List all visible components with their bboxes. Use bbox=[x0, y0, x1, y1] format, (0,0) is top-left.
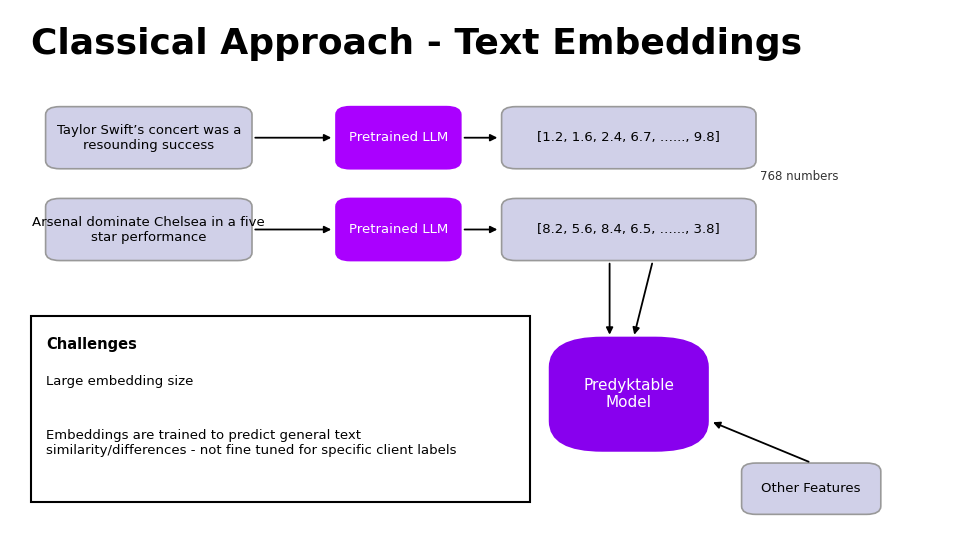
FancyBboxPatch shape bbox=[46, 199, 252, 261]
FancyBboxPatch shape bbox=[46, 106, 252, 168]
Text: Classical Approach - Text Embeddings: Classical Approach - Text Embeddings bbox=[31, 27, 802, 61]
Text: Pretrained LLM: Pretrained LLM bbox=[348, 223, 448, 236]
Text: [8.2, 5.6, 8.4, 6.5, …..., 3.8]: [8.2, 5.6, 8.4, 6.5, …..., 3.8] bbox=[538, 223, 720, 236]
Text: Taylor Swift’s concert was a
resounding success: Taylor Swift’s concert was a resounding … bbox=[57, 124, 241, 152]
FancyBboxPatch shape bbox=[336, 199, 461, 261]
Text: Pretrained LLM: Pretrained LLM bbox=[348, 131, 448, 144]
Text: 768 numbers: 768 numbers bbox=[760, 170, 839, 183]
FancyBboxPatch shape bbox=[501, 106, 756, 168]
FancyBboxPatch shape bbox=[741, 463, 881, 514]
Text: Arsenal dominate Chelsea in a five
star performance: Arsenal dominate Chelsea in a five star … bbox=[33, 215, 265, 244]
Text: Large embedding size: Large embedding size bbox=[46, 375, 194, 388]
Text: Predyktable
Model: Predyktable Model bbox=[584, 378, 674, 410]
Text: Embeddings are trained to predict general text
similarity/differences - not fine: Embeddings are trained to predict genera… bbox=[46, 429, 457, 457]
FancyBboxPatch shape bbox=[549, 338, 708, 451]
FancyBboxPatch shape bbox=[501, 199, 756, 261]
Text: [1.2, 1.6, 2.4, 6.7, …..., 9.8]: [1.2, 1.6, 2.4, 6.7, …..., 9.8] bbox=[538, 131, 720, 144]
FancyBboxPatch shape bbox=[336, 106, 461, 168]
Text: Challenges: Challenges bbox=[46, 338, 137, 353]
Text: Other Features: Other Features bbox=[761, 482, 861, 495]
